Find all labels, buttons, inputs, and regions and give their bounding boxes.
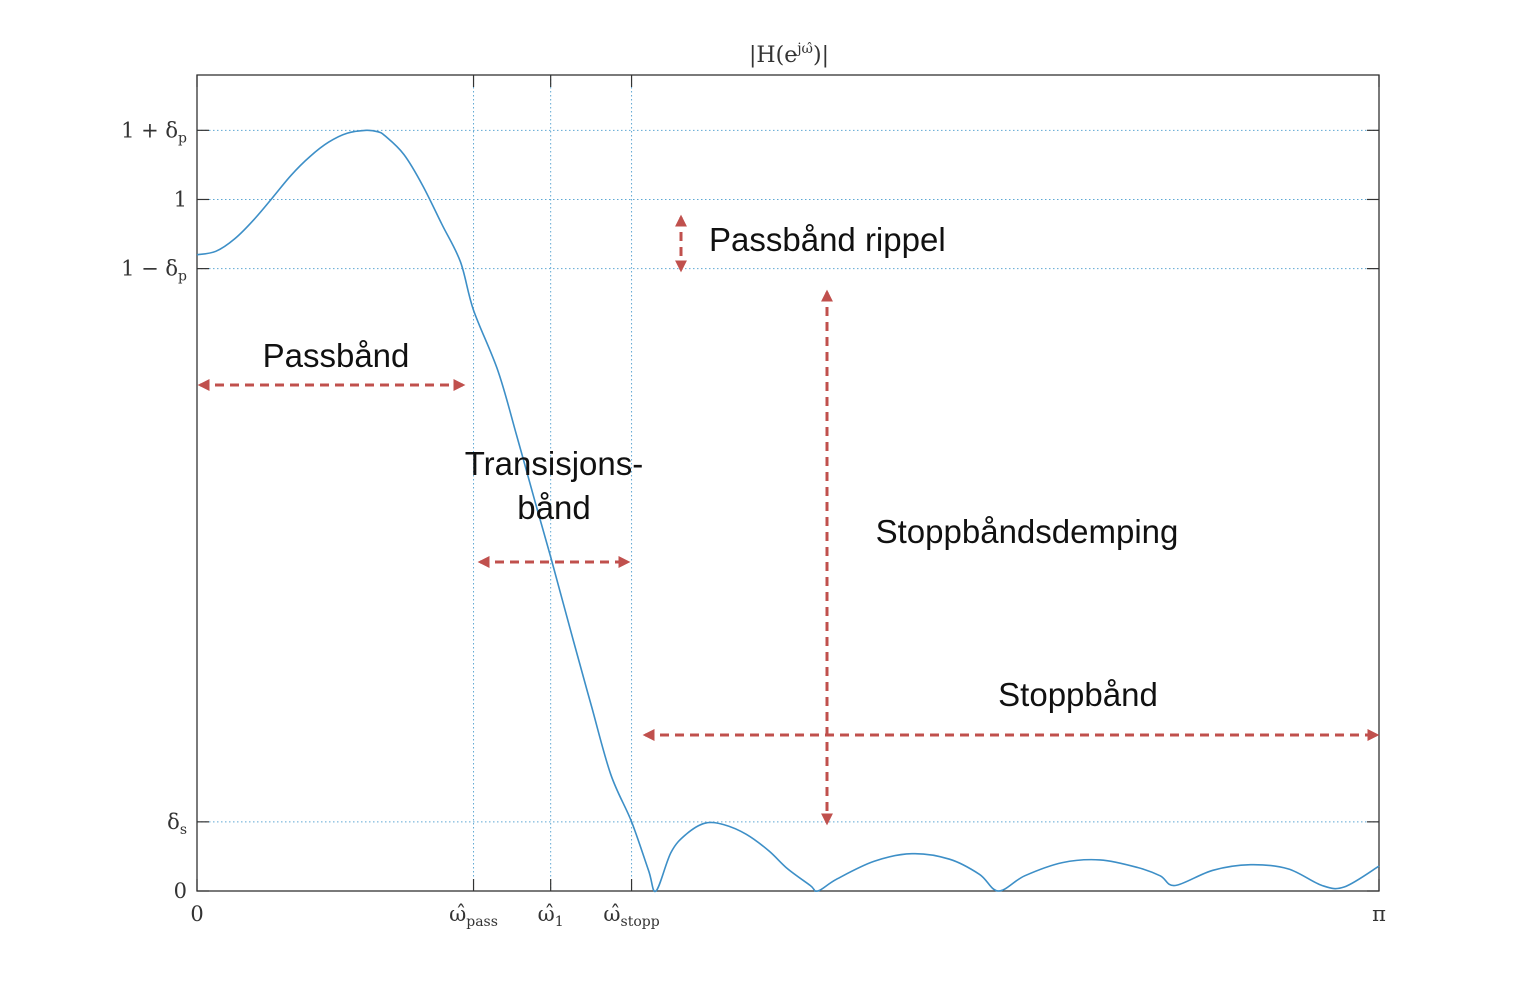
x-tick-labels: 0 ω̂pass ω̂1 ω̂stopp π [190,902,1386,930]
plot-frame [196,74,1380,892]
x-tick-label: ω̂stopp [603,902,659,930]
chart-title-superscript: jω̂ [795,41,813,57]
magnitude-response-line [196,129,1380,893]
chart-title-end: )| [813,43,829,68]
passband-label: Passbånd [263,337,410,374]
y-tick-label: 1 [174,187,187,211]
x-tick-label-main: ω̂ [538,902,555,926]
x-tick-label-subscript: pass [466,914,498,930]
x-tick-label-main: 0 [190,902,203,926]
axis-ticks [196,75,1380,892]
chart-title-main: |H(e [749,43,797,68]
y-tick-label: 1 + δp [121,118,187,146]
x-tick-label-main: ω̂ [603,902,620,926]
y-tick-label: 0 [174,879,187,903]
transition-band-label-line2: bånd [517,489,590,526]
passband-ripple-label: Passbånd rippel [709,221,946,258]
annotation-arrows [197,214,1380,826]
x-tick-label-subscript: 1 [555,914,564,930]
reference-lines [197,75,1379,891]
y-tick-label-main: 1 − δ [121,257,178,281]
y-tick-label: 1 − δp [121,257,187,285]
x-tick-label-main: ω̂ [449,902,466,926]
y-tick-label-subscript: p [178,269,187,285]
x-tick-label: ω̂pass [449,902,498,930]
x-tick-label-subscript: stopp [621,914,660,930]
y-tick-label-subscript: p [178,130,187,146]
y-tick-label-main: δ [167,810,180,834]
transition-band-label-line1: Transisjons- [465,445,644,482]
x-tick-label-main: π [1372,902,1386,926]
stopband-label: Stoppbånd [998,676,1158,713]
x-tick-label: 0 [190,902,203,926]
y-tick-label: δs [167,810,187,838]
y-tick-label-subscript: s [180,822,187,838]
x-tick-label: π [1372,902,1386,926]
y-tick-label-main: 1 [174,187,187,211]
y-tick-label-main: 1 + δ [121,118,178,142]
stopband-attenuation-label: Stoppbåndsdemping [876,513,1179,550]
y-tick-label-main: 0 [174,879,187,903]
chart-title: |H(ejω̂)| [749,41,829,68]
x-tick-label: ω̂1 [538,902,564,930]
